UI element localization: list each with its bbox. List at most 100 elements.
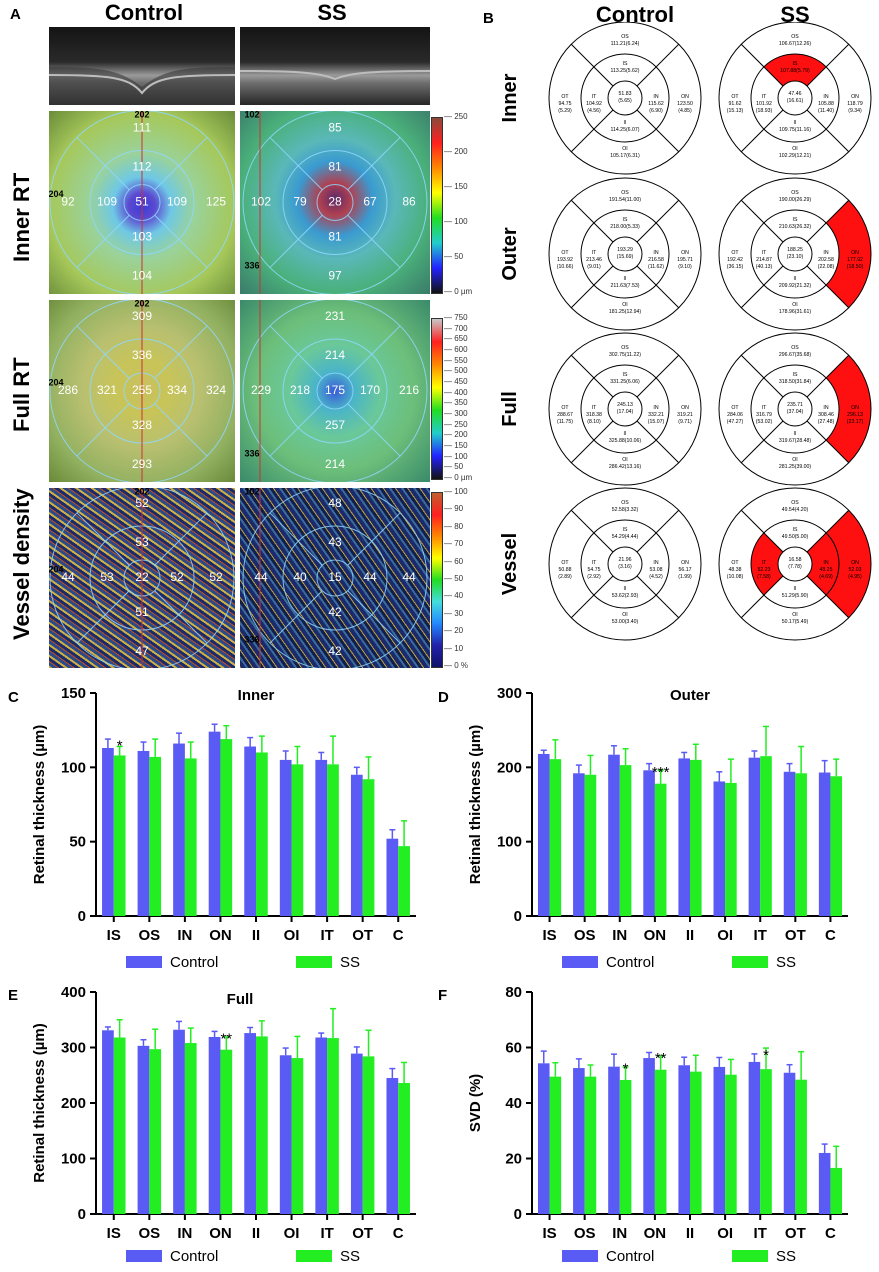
x-tick-label: II [686,927,694,944]
etdrs-ring [777,546,813,582]
etdrs-value-is: IS 210.63(26.32) [779,217,812,230]
bar-control [643,770,655,916]
etdrs-divider [740,43,784,87]
x-tick-label: IN [177,927,192,944]
legend-label-ss: SS [776,954,796,971]
bar-ss [690,1071,702,1214]
y-tick-label: 100 [61,1151,86,1168]
x-tick-label: IS [542,1225,556,1242]
etdrs-value-is: IS 113.25(5.62) [610,61,639,74]
x-tick-label: OI [717,1225,733,1242]
etdrs-value-is: IS 218.00(5.33) [610,217,640,230]
bar-control [608,754,620,916]
map-value-inner: 321 [97,383,117,397]
etdrs-divider [636,420,680,464]
etdrs-divider [636,109,680,153]
etdrs-value-in: IN 115.62 (6.90) [648,94,664,114]
etdrs-sector-significant [826,510,871,618]
bar-ss [549,759,562,916]
significance-marker: * [763,1047,769,1064]
y-tick-label: 60 [505,1040,522,1057]
colorbar-tick: — 750 [444,313,468,322]
map-value-inner: 81 [328,230,342,244]
bar-ss [830,1167,843,1214]
colorbar-tick: — 100 [444,217,468,226]
map-value-inner: 44 [363,570,377,584]
y-axis-label: SVD (%) [467,1074,484,1132]
x-tick-label: IT [754,1225,767,1242]
colorbar-tick: — 700 [444,323,468,333]
bar-control [173,743,185,916]
colorbar-tick: — 0 µm [444,287,473,296]
x-tick-label: ON [644,1225,667,1242]
etdrs-ring [750,364,840,454]
etdrs-value-ot: OT 91.62 (15.13) [727,94,744,114]
etdrs-value-in: IN 332.21 (15.07) [648,405,665,425]
bar-ss [619,1079,632,1214]
etdrs-value-it: IT 54.75 (2.92) [587,560,601,580]
row-label-vessel-density: Vessel density [9,488,34,640]
etdrs-value-ot: OT 94.75 (5.29) [558,94,572,114]
etdrs-value-on: ON 123.50 (4.85) [677,94,693,114]
bar-control [783,771,796,916]
etdrs-value-in: IN 202.58 (22.08) [818,250,835,270]
bar-ss [398,846,410,916]
map-full-ss: 175 214 231 170 216 257 214 218 229 336 [240,300,430,482]
etdrs-sector-significant [763,54,827,86]
map-value-outer: 44 [254,570,268,584]
x-tick-label: OS [574,1225,596,1242]
y-tick-label: 100 [61,759,86,776]
colorbar-tick: — 550 [444,355,468,365]
y-tick-label: 200 [61,1095,86,1112]
map-value-outer: 125 [206,195,226,209]
legend-label-control: Control [606,954,654,971]
etdrs-value-os: OS 49.54(4.20) [782,500,809,513]
x-tick-label: OT [785,1225,806,1242]
map-value-outer: 229 [251,383,271,397]
etdrs-divider [636,199,680,243]
colorbar-tick: — 200 [444,147,468,156]
y-tick-label: 80 [505,984,522,1001]
map-mark-top: 102 [244,111,259,119]
panel-letter-e: E [8,987,18,1004]
etdrs-divider [636,43,680,87]
bar-ss [725,782,737,916]
etdrs-ring [718,332,872,486]
map-value-inner: 81 [328,160,342,174]
bar-ss [725,1074,737,1214]
etdrs-value-is: IS 54.29(4.44) [612,527,639,540]
bar-ss [220,1049,233,1214]
etdrs-value-it: IT 316.79 (53.02) [756,405,773,425]
etdrs-divider [740,575,784,619]
etdrs-divider [806,354,850,398]
map-value-inner: 334 [167,383,187,397]
x-tick-label: IN [612,1225,627,1242]
legend-swatch-ss [296,1250,332,1262]
map-mark-left: 204 [49,564,64,574]
etdrs-value-oi: OI 105.17(6.31) [610,146,640,159]
y-tick-label: 50 [69,834,86,851]
x-tick-label: C [825,927,836,944]
bar-control [573,773,585,916]
etdrs-value-oi: OI 181.25(12.94) [609,302,642,315]
map-value-center: 22 [135,570,149,584]
etdrs-value-it: IT 318.38 (8.10) [586,405,602,425]
map-value-outer: 47 [135,644,149,658]
bar-control [102,1030,114,1214]
bar-ss [619,765,632,916]
legend-label-ss: SS [340,1248,360,1265]
legend-swatch-ss [732,956,768,968]
map-mark-left: 204 [49,377,64,387]
etdrs-value-ii: II 114.25(6.07) [610,120,639,133]
x-tick-label: C [393,1225,404,1242]
map-value-inner: 218 [290,383,310,397]
etdrs-value-c: 188.25 (23.10) [787,247,804,260]
etdrs-value-on: ON 296.13 (23.17) [847,405,864,425]
etdrs-value-ii: II 109.75(11.16) [779,120,811,133]
etdrs-value-c: 21.96 (3.16) [618,557,632,570]
etdrs-value-in: IN 308.46 (27.48) [818,405,835,425]
map-value-outer: 44 [402,570,416,584]
x-tick-label: OS [138,1225,160,1242]
etdrs-value-os: OS 190.00(26.29) [779,190,812,203]
etdrs-divider [740,420,784,464]
